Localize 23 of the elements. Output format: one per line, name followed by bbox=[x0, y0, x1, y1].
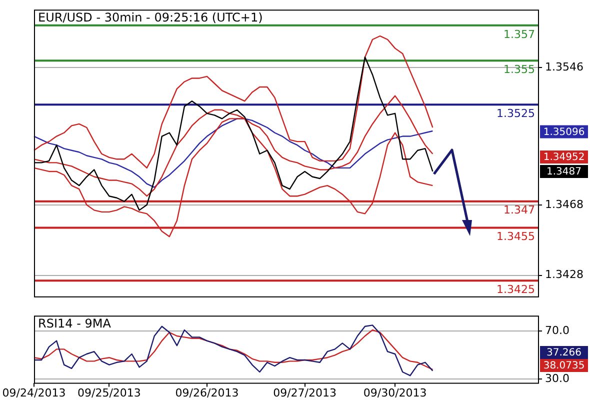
ref-line-label: 1.3455 bbox=[496, 230, 535, 244]
x-tick-label: 09/24/2013 bbox=[2, 386, 66, 400]
ref-line-label: 1.357 bbox=[504, 28, 535, 41]
text: 1.3487 bbox=[546, 166, 582, 178]
y-tick-label: 1.3428 bbox=[545, 268, 584, 282]
chart-title: RSI14 - 9MA bbox=[38, 316, 112, 331]
text: 37.266 bbox=[546, 348, 582, 359]
y-tick-label: 1.3546 bbox=[545, 60, 584, 74]
x-tick-label: 09/26/2013 bbox=[175, 386, 239, 400]
chart-title: EUR/USD - 30min - 09:25:16 (UTC+1) bbox=[38, 10, 263, 25]
ref-line-label: 1.355 bbox=[504, 62, 535, 76]
ref-line-label: 1.347 bbox=[504, 204, 535, 217]
text: 1.34952 bbox=[543, 152, 585, 164]
y-tick-label: 30.0 bbox=[545, 372, 570, 386]
x-tick-label: 09/27/2013 bbox=[273, 386, 337, 400]
y-tick-label: 70.0 bbox=[545, 324, 570, 338]
text: 1.35096 bbox=[543, 126, 585, 138]
ref-line-label: 1.3425 bbox=[496, 282, 535, 296]
y-tick-label: 1.3468 bbox=[545, 198, 584, 211]
x-tick-label: 09/25/2013 bbox=[78, 386, 141, 400]
text: 38.0735 bbox=[543, 360, 585, 372]
x-tick-label: 09/30/2013 bbox=[363, 386, 427, 400]
ref-line-label: 1.3525 bbox=[496, 106, 535, 120]
